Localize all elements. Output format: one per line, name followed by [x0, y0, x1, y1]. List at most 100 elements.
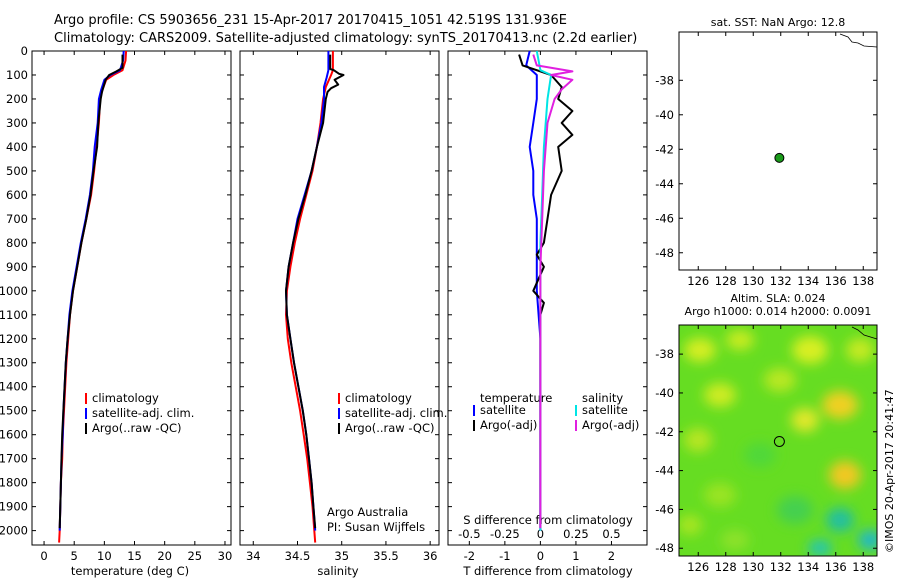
sla-heatmap — [679, 325, 877, 556]
salinity-axes — [239, 50, 440, 546]
difference-series-3 — [532, 54, 574, 529]
legend-header-salinity: salinity — [582, 391, 623, 405]
salinity-xtick-label: 36 — [423, 549, 438, 563]
sla-map-xtick-label: 134 — [797, 560, 819, 574]
marker-layer — [773, 152, 785, 447]
sla-map-xtick-label: 138 — [852, 560, 874, 574]
legend-label-t-satellite: satellite — [480, 403, 526, 417]
sst-map-xtick-label: 130 — [742, 274, 764, 288]
sla-map-axes — [678, 324, 878, 557]
sla-map-ytick-label: -38 — [655, 347, 674, 361]
sst-map-ytick-label: -48 — [655, 246, 674, 260]
depth-tick-label: 2000 — [0, 524, 28, 538]
sst-map-axes — [678, 31, 878, 271]
temperature-xtick-label: 5 — [71, 549, 78, 563]
sla-map-xtick-label: 136 — [825, 560, 847, 574]
legend-label-satellite: satellite-adj. clim. — [92, 406, 194, 420]
difference-x2tick-label: 0 — [537, 527, 544, 541]
tick-layer: 0 5 10 15 20 25 300100200300400500600700800900… — [0, 32, 877, 574]
sst-map-xtick-label: 134 — [797, 274, 819, 288]
credit-org: Argo Australia — [327, 505, 408, 519]
salinity-xtick-label: 34 — [246, 549, 261, 563]
depth-tick-label: 1700 — [0, 452, 28, 466]
legend-label-argo: Argo(..raw -QC) — [92, 421, 182, 435]
temperature-series-1 — [58, 50, 125, 531]
sla-map-ytick-label: -44 — [655, 464, 674, 478]
depth-tick-label: 100 — [6, 68, 28, 82]
depth-tick-label: 1400 — [0, 380, 28, 394]
depth-tick-label: 200 — [6, 92, 28, 106]
header-line-1: Argo profile: CS 5903656_231 15-Apr-2017… — [54, 13, 567, 28]
header-line-2: Climatology: CARS2009. Satellite-adjuste… — [54, 31, 637, 46]
legend-header-temperature: temperature — [480, 391, 552, 405]
difference-xtick-label: -2 — [464, 549, 475, 563]
difference-xtick-label: -1 — [499, 549, 510, 563]
sla-map-title: Altim. SLA: 0.024 — [730, 292, 825, 305]
difference-x2tick-label: -0.5 — [458, 527, 480, 541]
legend-label-satellite: satellite-adj. clim. — [345, 406, 447, 420]
credit-stamp: ©IMOS 20-Apr-2017 20:41:47 — [883, 389, 896, 553]
sla-map-ytick-label: -46 — [655, 502, 674, 516]
temperature-series-2 — [58, 54, 124, 529]
depth-tick-label: 1800 — [0, 476, 28, 490]
sla-map-xtick-label: 132 — [770, 560, 792, 574]
depth-tick-label: 700 — [6, 212, 28, 226]
difference-xtick-label: 2 — [608, 549, 615, 563]
salinity-xlabel: salinity — [317, 564, 358, 578]
legend-label-s-satellite: satellite — [582, 403, 628, 417]
difference-xtick-label: 0 — [537, 549, 544, 563]
sst-map-ytick-label: -42 — [655, 142, 674, 156]
sla-map-ytick-label: -48 — [655, 541, 674, 555]
salinity-xtick-label: 34.5 — [285, 549, 311, 563]
temperature-series-0 — [58, 50, 128, 543]
depth-tick-label: 1200 — [0, 332, 28, 346]
difference-xlabel: T difference from climatology — [462, 564, 633, 578]
temperature-axes — [31, 50, 232, 546]
difference-legend: temperature salinity satellite Argo(-adj… — [473, 391, 639, 432]
depth-tick-label: 1500 — [0, 404, 28, 418]
difference-x2tick-label: 0.5 — [602, 527, 620, 541]
depth-tick-label: 400 — [6, 140, 28, 154]
sst-map-ytick-label: -44 — [655, 177, 674, 191]
legend-label-climatology: climatology — [345, 391, 412, 405]
float-location-ring — [773, 435, 785, 447]
difference-xtick-label: 1 — [572, 549, 579, 563]
legend-label-argo: Argo(..raw -QC) — [345, 421, 435, 435]
sst-map-ytick-label: -40 — [655, 108, 674, 122]
depth-tick-label: 900 — [6, 260, 28, 274]
difference-series-2 — [535, 50, 553, 531]
legend-label-t-argo: Argo(-adj) — [480, 418, 537, 432]
temperature-xtick-label: 30 — [218, 549, 233, 563]
temperature-xtick-label: 15 — [127, 549, 142, 563]
sla-map-title-2: Argo h1000: 0.014 h2000: 0.0091 — [685, 305, 872, 318]
difference-x2tick-label: 0.25 — [563, 527, 589, 541]
depth-tick-label: 1600 — [0, 428, 28, 442]
depth-tick-label: 600 — [6, 188, 28, 202]
sla-map-xtick-label: 126 — [687, 560, 709, 574]
sla-map-ytick-label: -40 — [655, 386, 674, 400]
temperature-xtick-label: 25 — [187, 549, 202, 563]
sst-map-xtick-label: 126 — [687, 274, 709, 288]
depth-tick-label: 1000 — [0, 284, 28, 298]
sst-map-ytick-label: -38 — [655, 73, 674, 87]
salinity-xtick-label: 35 — [334, 549, 349, 563]
sst-map-xtick-label: 138 — [852, 274, 874, 288]
temperature-xtick-label: 10 — [97, 549, 112, 563]
depth-tick-label: 300 — [6, 116, 28, 130]
salinity-legend: climatology satellite-adj. clim. Argo(..… — [338, 391, 447, 435]
sla-map-ytick-label: -42 — [655, 425, 674, 439]
depth-tick-label: 500 — [6, 164, 28, 178]
credit-pi: PI: Susan Wijffels — [327, 520, 425, 534]
sst-map-ytick-label: -46 — [655, 211, 674, 225]
sst-map-xtick-label: 128 — [715, 274, 737, 288]
sst-map-xtick-label: 136 — [825, 274, 847, 288]
salinity-series-2 — [285, 54, 345, 529]
sst-map-title: sat. SST: NaN Argo: 12.8 — [711, 16, 845, 29]
difference-x2tick-label: -0.25 — [490, 527, 520, 541]
legend-label-s-argo: Argo(-adj) — [582, 418, 639, 432]
depth-tick-label: 800 — [6, 236, 28, 250]
temperature-xtick-label: 0 — [40, 549, 47, 563]
salinity-xtick-label: 35.5 — [373, 549, 399, 563]
temperature-legend: climatology satellite-adj. clim. Argo(..… — [85, 391, 194, 435]
